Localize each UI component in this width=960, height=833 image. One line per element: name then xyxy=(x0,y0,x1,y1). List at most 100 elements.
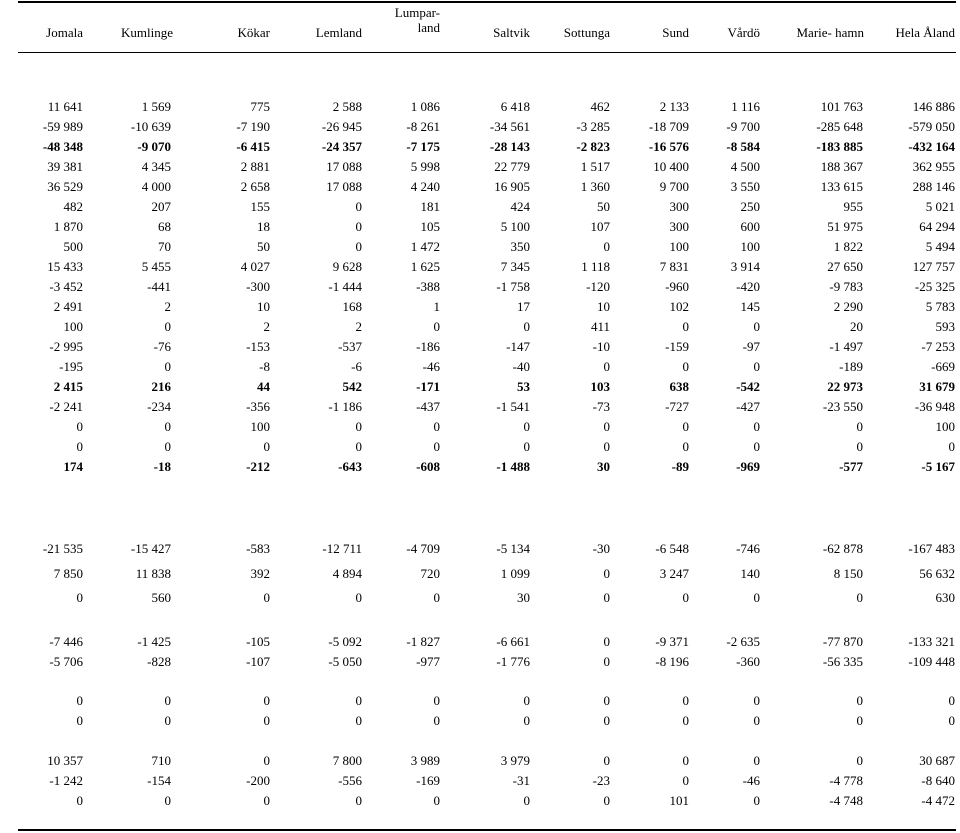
table-cell: 18 xyxy=(257,219,270,234)
table-cell: 0 xyxy=(753,439,761,454)
column-header-label: Lemland xyxy=(315,25,362,40)
table-row: -59 989 -10 639 -7 190 -26 945 -8 261 -34 561… xyxy=(0,118,960,138)
table-cell: 11 641 xyxy=(47,99,83,114)
table-cell: 482 xyxy=(63,199,84,214)
table-cell: -583 xyxy=(246,541,270,556)
table-cell: 100 xyxy=(740,239,761,254)
table-row: -2 995 -76 -153 -537 -186 -147 -10 -159 -97 -1 49… xyxy=(0,338,960,358)
table-cell: 0 xyxy=(355,793,363,808)
table-cell: -97 xyxy=(742,339,760,354)
table-row: 174 -18 -212 -643 -608 -1 488 30 -89 -969 -577 -5 … xyxy=(0,458,960,478)
table-cell: -12 711 xyxy=(322,541,362,556)
table-cell: 5 998 xyxy=(410,159,440,174)
table-cell: 0 xyxy=(433,590,441,605)
table-cell: -5 706 xyxy=(49,654,83,669)
table-cell: -643 xyxy=(338,459,362,474)
table-cell: -9 700 xyxy=(726,119,760,134)
table-row: 0 560 0 0 0 30 0 0 0 0 630 xyxy=(0,589,960,609)
table-cell: 0 xyxy=(682,713,690,728)
table-cell: 0 xyxy=(164,419,172,434)
table-cell: 0 xyxy=(76,713,84,728)
table-cell: -388 xyxy=(416,279,440,294)
table-cell: 17 088 xyxy=(326,159,362,174)
table-cell: 0 xyxy=(263,753,271,768)
table-cell: -360 xyxy=(736,654,760,669)
table-cell: 10 xyxy=(597,299,610,314)
table-cell: 2 491 xyxy=(53,299,83,314)
table-row: -2 241 -234 -356 -1 186 -437 -1 541 -73 -727 -42… xyxy=(0,398,960,418)
table-cell: 5 021 xyxy=(925,199,955,214)
table-cell: -828 xyxy=(147,654,171,669)
table-cell: 7 345 xyxy=(500,259,530,274)
table-cell: -4 748 xyxy=(829,793,863,808)
table-cell: 560 xyxy=(151,590,172,605)
column-header-label: Kökar xyxy=(237,25,271,40)
table-cell: -441 xyxy=(147,279,171,294)
table-cell: 101 xyxy=(669,793,690,808)
column-header-label: Saltvik xyxy=(493,25,530,40)
header-rule xyxy=(18,52,956,53)
column-header: Kökar xyxy=(237,25,271,41)
table-cell: -6 415 xyxy=(236,139,270,154)
table-cell: 1 116 xyxy=(731,99,760,114)
table-cell: -25 325 xyxy=(914,279,955,294)
table-cell: 630 xyxy=(935,590,956,605)
table-cell: 0 xyxy=(753,590,761,605)
table-cell: 4 000 xyxy=(141,179,171,194)
table-cell: 10 xyxy=(257,299,270,314)
table-cell: 0 xyxy=(753,419,761,434)
table-cell: 0 xyxy=(355,713,363,728)
table-cell: 0 xyxy=(355,239,363,254)
table-row: 39 381 4 345 2 881 17 088 5 998 22 779 1 517 10… xyxy=(0,158,960,178)
table-row: -48 348 -9 070 -6 415 -24 357 -7 175 -28 143 -… xyxy=(0,138,960,158)
table-cell: 17 xyxy=(517,299,530,314)
table-cell: 0 xyxy=(523,713,531,728)
table-cell: 0 xyxy=(164,439,172,454)
table-cell: 0 xyxy=(355,419,363,434)
table-cell: 500 xyxy=(63,239,84,254)
table-cell: 2 415 xyxy=(53,379,83,394)
table-cell: -579 050 xyxy=(908,119,955,134)
table-cell: 51 975 xyxy=(827,219,863,234)
table-cell: 5 494 xyxy=(925,239,955,254)
table-cell: -5 167 xyxy=(921,459,955,474)
table-cell: 70 xyxy=(158,239,171,254)
top-rule xyxy=(18,1,956,3)
table-cell: 0 xyxy=(753,713,761,728)
column-header-label: Vårdö xyxy=(727,25,761,40)
table-cell: -9 371 xyxy=(655,634,689,649)
table-cell: 0 xyxy=(433,319,441,334)
table-cell: 1 360 xyxy=(580,179,610,194)
table-cell: 133 615 xyxy=(820,179,863,194)
table-cell: -6 661 xyxy=(496,634,530,649)
table-cell: 411 xyxy=(590,319,610,334)
table-cell: -36 948 xyxy=(914,399,955,414)
table-cell: -26 945 xyxy=(321,119,362,134)
table-cell: -608 xyxy=(416,459,440,474)
column-header-label: Sottunga xyxy=(563,25,610,40)
table-cell: -59 989 xyxy=(42,119,83,134)
table-cell: 68 xyxy=(158,219,171,234)
table-cell: 3 914 xyxy=(730,259,760,274)
table-cell: 0 xyxy=(355,439,363,454)
table-cell: 0 xyxy=(164,793,172,808)
table-cell: 0 xyxy=(682,590,690,605)
table-cell: 288 146 xyxy=(912,179,955,194)
table-cell: 5 100 xyxy=(500,219,530,234)
table-cell: 0 xyxy=(523,693,531,708)
table-cell: 0 xyxy=(682,419,690,434)
table-cell: 0 xyxy=(682,439,690,454)
table-cell: 30 xyxy=(597,459,610,474)
table-cell: 105 xyxy=(420,219,441,234)
table-cell: 100 xyxy=(250,419,271,434)
table-cell: 102 xyxy=(669,299,690,314)
table-cell: 0 xyxy=(603,793,611,808)
table-cell: -8 640 xyxy=(921,773,955,788)
table-cell: 0 xyxy=(603,239,611,254)
table-cell: 0 xyxy=(682,359,690,374)
table-cell: 300 xyxy=(669,219,690,234)
table-cell: 39 381 xyxy=(47,159,83,174)
table-cell: 168 xyxy=(342,299,363,314)
table-cell: 146 886 xyxy=(912,99,955,114)
table-cell: -62 878 xyxy=(822,541,863,556)
